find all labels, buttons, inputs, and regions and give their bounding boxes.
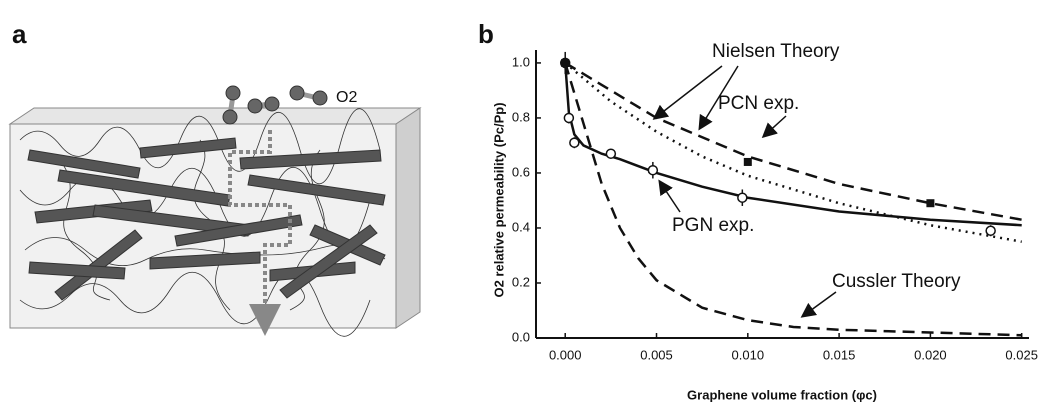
data-point — [647, 164, 659, 176]
x-tick-label: 0.010 — [732, 347, 765, 362]
data-point — [605, 148, 617, 159]
arrow — [761, 115, 787, 139]
x-tick-label: 0.015 — [823, 347, 856, 362]
data-point — [985, 225, 996, 236]
y-tick-label: 1.0 — [512, 54, 530, 69]
y-tick-label: 0.8 — [512, 109, 530, 124]
data-point — [743, 157, 752, 166]
data-point — [563, 112, 575, 124]
molecule-label: O2 — [336, 89, 357, 106]
annotation: PCN exp. — [718, 93, 799, 114]
arrow — [658, 179, 681, 213]
y-tick-label: 0.6 — [512, 164, 530, 179]
arrow — [652, 65, 723, 120]
x-tick-label: 0.025 — [1005, 347, 1038, 362]
data-point — [926, 199, 935, 208]
x-tick-label: 0.000 — [549, 347, 582, 362]
curve — [564, 61, 1022, 221]
y-tick-label: 0.2 — [512, 274, 530, 289]
y-tick-label: 0.4 — [512, 219, 530, 234]
composite-illustration: O2 — [8, 85, 422, 337]
y-tick-label: 0.0 — [512, 329, 530, 344]
panel-label: a — [12, 19, 27, 49]
annotation: PGN exp. — [672, 215, 754, 236]
curve — [564, 62, 1022, 337]
data-point — [561, 58, 570, 67]
x-axis-label: Graphene volume fraction (φc) — [687, 387, 877, 402]
curve — [564, 61, 1022, 243]
x-tick-label: 0.020 — [914, 347, 947, 362]
panel-label: b — [478, 19, 494, 49]
annotation: Cussler Theory — [832, 271, 961, 292]
y-axis-label: O2 relative permeability (Pc/Pp) — [491, 102, 506, 297]
arrow — [698, 65, 739, 131]
annotation: Nielsen Theory — [712, 41, 840, 62]
x-tick-label: 0.005 — [640, 347, 673, 362]
data-point — [569, 137, 580, 148]
data-point — [737, 192, 748, 203]
arrow — [800, 291, 837, 318]
curve — [563, 62, 1022, 227]
